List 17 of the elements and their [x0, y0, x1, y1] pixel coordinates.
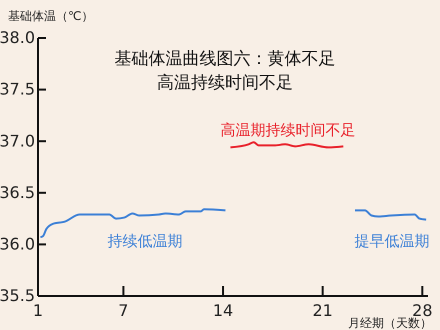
- annotation: 提早低温期: [354, 232, 430, 250]
- x-axis-title: 月经期（天数）: [348, 316, 432, 330]
- x-tick-label: 1: [32, 301, 44, 320]
- y-tick-label: 37.0: [0, 131, 35, 150]
- y-tick-label: 36.5: [0, 182, 35, 202]
- x-tick-label: 14: [212, 301, 234, 320]
- x-tick-label: 21: [312, 301, 333, 320]
- x-tick-label: 7: [118, 301, 128, 320]
- y-tick-label: 38.0: [0, 28, 35, 48]
- y-tick-label: 37.5: [0, 80, 35, 99]
- text: 高温持续时间不足: [157, 73, 293, 93]
- annotation: 高温期持续时间不足: [220, 121, 356, 139]
- y-tick-label: 35.5: [0, 286, 35, 306]
- y-tick-label: 36.0: [0, 234, 35, 254]
- annotation: 持续低温期: [108, 232, 182, 250]
- y-axis-title: 基础体温（℃）: [8, 9, 94, 23]
- text: 基础体温曲线图六：黄体不足: [114, 49, 336, 69]
